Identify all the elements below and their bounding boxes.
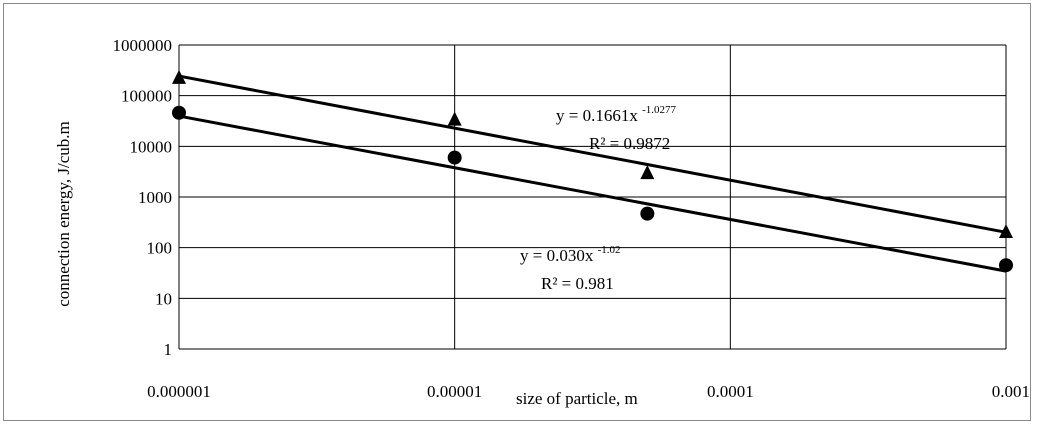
equation-text: y = 0.030x bbox=[520, 246, 594, 265]
trendline-circle-series bbox=[178, 114, 1007, 273]
equation-label-triangle-series: y = 0.1661x -1.0277 R² = 0.9872 bbox=[556, 104, 677, 153]
equation-text: y = 0.1661x bbox=[556, 106, 638, 125]
y-tick-label: 10000 bbox=[130, 137, 173, 156]
chart-frame: 1 10 100 1000 10000 100000 1000000 0.000001 0.0… bbox=[3, 3, 1031, 421]
triangle-marker bbox=[447, 111, 462, 126]
r-squared-text: R² = 0.981 bbox=[541, 274, 614, 293]
equation-label-circle-series: y = 0.030x -1.02 R² = 0.981 bbox=[520, 244, 621, 293]
x-tick-label: 0.001 bbox=[992, 382, 1030, 401]
triangle-marker bbox=[640, 165, 655, 180]
data-markers bbox=[172, 69, 1013, 273]
y-tick-label: 1000000 bbox=[113, 36, 173, 55]
y-tick-label: 10 bbox=[155, 289, 172, 308]
equation-exponent: -1.0277 bbox=[642, 104, 676, 116]
trendlines bbox=[178, 74, 1007, 273]
y-tick-labels: 1 10 100 1000 10000 100000 1000000 bbox=[113, 36, 173, 359]
x-tick-labels: 0.000001 0.00001 0.0001 0.001 bbox=[147, 382, 1030, 401]
y-tick-label: 100000 bbox=[121, 87, 172, 106]
circle-marker bbox=[447, 150, 462, 165]
y-tick-label: 100 bbox=[147, 239, 173, 258]
x-tick-label: 0.000001 bbox=[147, 382, 211, 401]
triangle-marker bbox=[999, 224, 1013, 239]
svg-text:y = 0.1661x -1.0277: y = 0.1661x -1.0277 bbox=[556, 104, 677, 125]
circle-marker bbox=[999, 258, 1013, 273]
svg-text:y = 0.030x -1.02: y = 0.030x -1.02 bbox=[520, 244, 621, 265]
x-axis-label: size of particle, m bbox=[516, 389, 638, 408]
equation-exponent: -1.02 bbox=[598, 244, 621, 256]
y-axis-label: connection energy, J/cub.m bbox=[54, 121, 73, 307]
trendline-triangle-series bbox=[178, 74, 1007, 234]
circle-marker bbox=[640, 206, 655, 221]
circle-marker bbox=[172, 105, 186, 120]
x-tick-label: 0.00001 bbox=[427, 382, 482, 401]
x-tick-label: 0.0001 bbox=[707, 382, 754, 401]
y-tick-label: 1000 bbox=[138, 188, 172, 207]
y-tick-label: 1 bbox=[164, 340, 173, 359]
triangle-marker bbox=[172, 69, 186, 84]
r-squared-text: R² = 0.9872 bbox=[589, 134, 670, 153]
grid bbox=[178, 44, 1007, 350]
